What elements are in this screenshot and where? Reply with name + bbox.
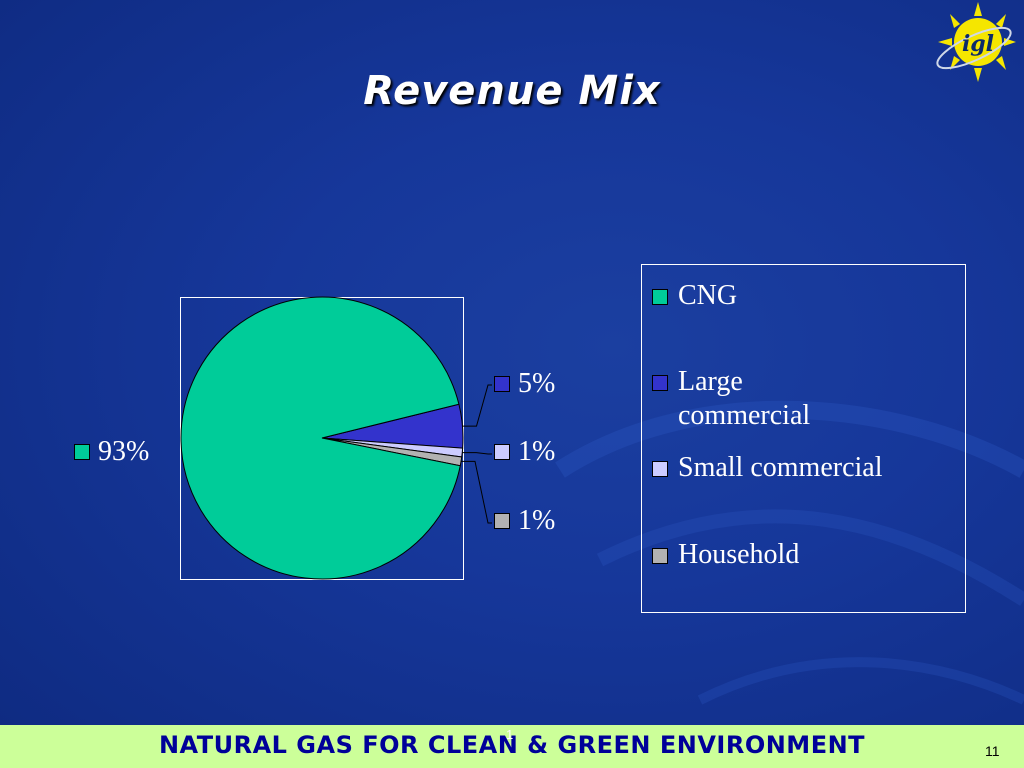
data-label-small-commercial: 1%	[494, 436, 555, 468]
data-label-swatch	[494, 376, 510, 392]
igl-logo: igl	[936, 2, 1016, 82]
leader-line	[462, 384, 492, 427]
legend-item-small-commercial: Small commercial	[652, 451, 883, 485]
pie-slice-cng	[180, 296, 461, 580]
data-label-text: 1%	[518, 436, 556, 467]
legend-item-cng: CNG	[652, 279, 737, 313]
leader-line	[461, 460, 492, 524]
data-label-large-commercial: 5%	[494, 368, 555, 400]
legend-label: CNG	[678, 280, 738, 311]
data-label-swatch	[494, 444, 510, 460]
legend-label: Small commercial	[678, 452, 883, 483]
data-label-swatch	[74, 444, 90, 460]
footer-center-mark: 1	[506, 727, 514, 742]
footer-bar: NATURAL GAS FOR CLEAN & GREEN ENVIRONMEN…	[0, 725, 1024, 768]
legend-swatch	[652, 289, 668, 305]
data-label-household: 1%	[494, 505, 555, 537]
logo-text: igl	[962, 31, 994, 57]
footer-slogan: NATURAL GAS FOR CLEAN & GREEN ENVIRONMEN…	[158, 731, 866, 759]
legend-item-large-commercial: Large commercial	[652, 365, 872, 433]
data-label-text: 5%	[518, 368, 556, 399]
legend-item-household: Household	[652, 538, 799, 572]
legend-swatch	[652, 548, 668, 564]
data-label-swatch	[494, 513, 510, 529]
legend-swatch	[652, 375, 668, 391]
legend-swatch	[652, 461, 668, 477]
data-label-text: 93%	[98, 436, 150, 467]
legend-label: Household	[678, 539, 800, 570]
data-label-cng: 93%	[74, 436, 149, 468]
legend-label: Large commercial	[678, 366, 811, 431]
slide-title: Revenue Mix	[363, 68, 661, 114]
chart-legend: CNG Large commercial Small commercial Ho…	[641, 264, 966, 613]
page-number: 11	[985, 743, 1000, 759]
data-label-text: 1%	[518, 505, 556, 536]
leader-line	[462, 452, 492, 455]
